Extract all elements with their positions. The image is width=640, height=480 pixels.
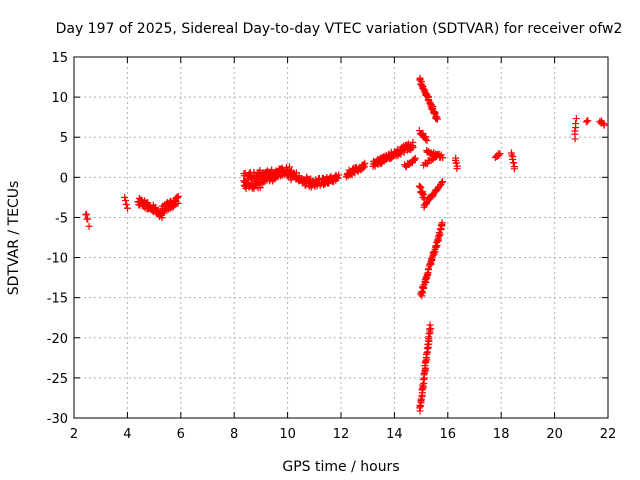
data-point [335, 171, 343, 179]
y-tick-labels: -30 -25 -20 -15 -10 -5 0 5 10 15 [47, 51, 68, 427]
y-tick-label: -15 [47, 292, 68, 307]
x-tick-label: 18 [493, 427, 510, 442]
x-tick-label: 12 [333, 427, 350, 442]
data-point [256, 184, 264, 192]
data-point [124, 204, 132, 212]
data-point [361, 163, 369, 171]
x-tick-label: 8 [230, 427, 238, 442]
y-tick-label: 10 [51, 91, 68, 106]
x-tick-label: 10 [279, 427, 296, 442]
data-point [439, 154, 447, 162]
data-point [510, 159, 518, 167]
data-point [415, 127, 423, 135]
x-axis-label: GPS time / hours [282, 459, 399, 475]
data-point [271, 174, 279, 182]
axis-ticks [73, 56, 609, 419]
data-point [418, 287, 426, 295]
data-point [584, 117, 592, 125]
y-tick-label: 5 [60, 131, 68, 146]
data-point [409, 143, 417, 151]
data-point [122, 201, 130, 209]
data-point [427, 325, 435, 333]
data-point [510, 165, 518, 173]
x-tick-label: 16 [440, 427, 457, 442]
data-point [433, 152, 441, 160]
x-tick-label: 20 [546, 427, 563, 442]
data-point [411, 154, 419, 162]
data-point [285, 163, 293, 171]
data-point [121, 193, 129, 201]
data-points [82, 74, 608, 415]
data-point [429, 105, 437, 113]
data-point [419, 381, 427, 389]
y-tick-label: 0 [60, 171, 68, 186]
chart-title: Day 197 of 2025, Sidereal Day-to-day VTE… [56, 21, 623, 37]
data-point [439, 178, 447, 186]
data-point [240, 177, 248, 185]
data-point [425, 266, 433, 274]
x-tick-label: 2 [70, 427, 78, 442]
y-tick-label: -20 [47, 332, 68, 347]
data-point [453, 165, 461, 173]
data-point [452, 159, 460, 167]
y-tick-label: -30 [47, 412, 68, 427]
data-point [571, 127, 579, 135]
data-point [173, 193, 181, 201]
data-point [496, 150, 504, 158]
data-point [268, 166, 276, 174]
data-point [82, 211, 90, 219]
grid-lines [74, 57, 608, 418]
data-point [438, 219, 446, 227]
data-point [421, 135, 429, 143]
data-point [509, 155, 517, 163]
y-tick-label: -25 [47, 372, 68, 387]
data-point [433, 115, 441, 123]
data-point [85, 222, 93, 230]
y-tick-label: 15 [51, 51, 68, 66]
y-tick-label: -10 [47, 252, 68, 267]
data-point [508, 151, 516, 159]
data-point [438, 179, 446, 187]
data-point [415, 182, 423, 190]
data-point [600, 121, 608, 129]
x-tick-labels: 2 4 6 8 10 12 14 16 18 20 22 [70, 427, 616, 442]
x-tick-label: 22 [600, 427, 617, 442]
y-axis-label: SDTVAR / TECUs [6, 181, 22, 296]
data-point [174, 199, 182, 207]
data-point [572, 115, 580, 123]
data-point [428, 256, 436, 264]
data-point [84, 215, 92, 223]
x-tick-label: 14 [386, 427, 403, 442]
data-point [174, 192, 182, 200]
data-point [416, 183, 424, 191]
x-tick-label: 4 [123, 427, 131, 442]
data-point [426, 321, 434, 329]
x-tick-label: 6 [177, 427, 185, 442]
data-point [423, 137, 431, 145]
data-point [158, 214, 166, 222]
data-point [121, 196, 129, 204]
data-point [250, 185, 258, 193]
data-point [571, 120, 579, 128]
y-tick-label: -5 [55, 211, 68, 226]
data-point [582, 118, 590, 126]
